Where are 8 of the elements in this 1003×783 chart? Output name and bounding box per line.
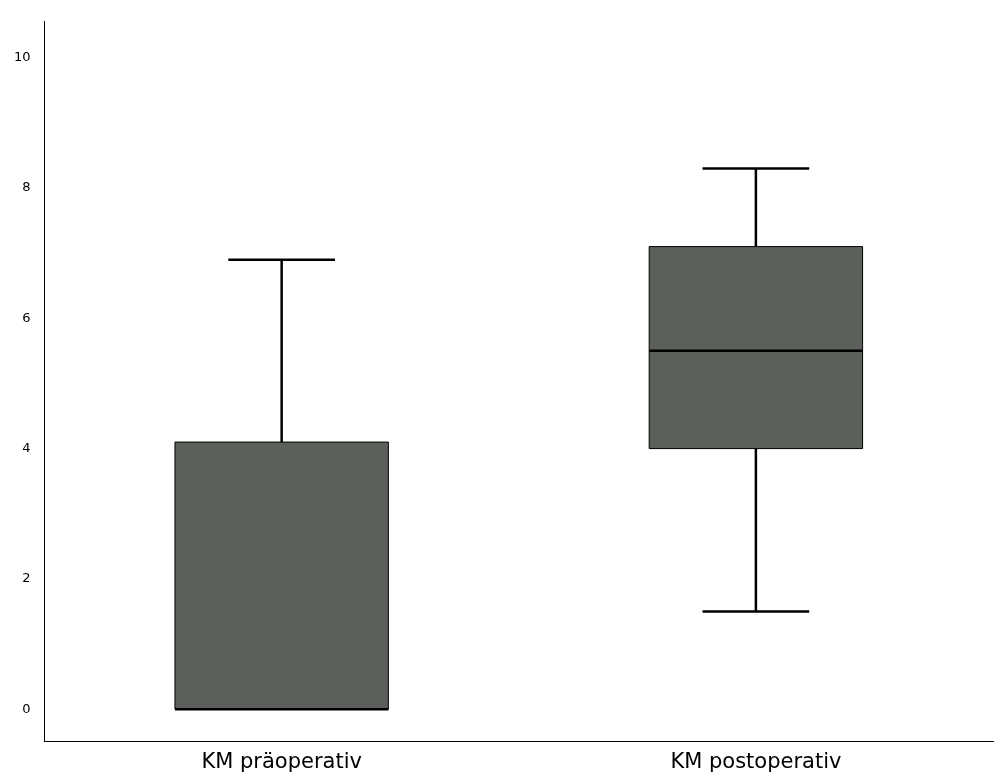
y-tick-label: 6 [22, 309, 31, 325]
y-tick-label: 4 [22, 439, 31, 455]
y-tick-label: 10 [14, 49, 31, 65]
y-tick-label: 8 [22, 179, 31, 195]
y-tick-label: 0 [22, 700, 31, 716]
y-tick-label: 2 [22, 570, 31, 586]
x-tick-label: KM postoperativ [670, 748, 842, 773]
x-tick-label: KM präoperativ [201, 748, 362, 773]
